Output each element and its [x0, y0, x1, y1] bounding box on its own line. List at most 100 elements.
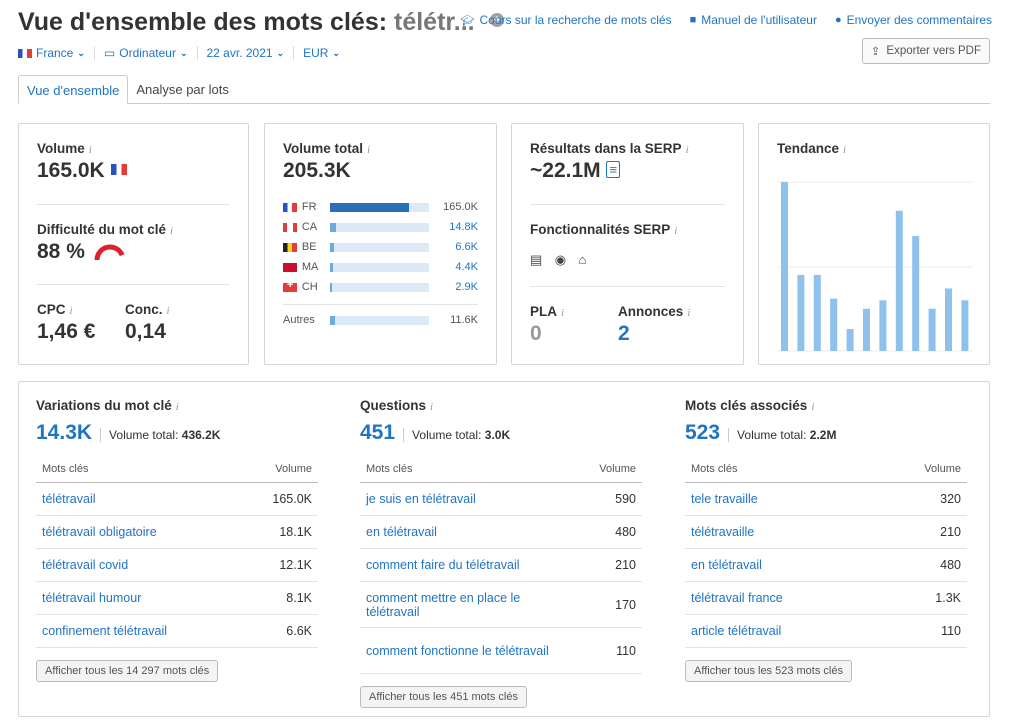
table-body: tele travaille 320 télétravaille 210 en télé… [685, 483, 967, 648]
table-row: télétravail 165.0K [36, 483, 318, 516]
questions-count[interactable]: 451 [360, 421, 396, 444]
info-icon[interactable]: i [166, 305, 170, 317]
serp-results-label: Résultats dans la SERP i [530, 141, 689, 156]
section-variations: Variations du mot clé i 14.3K Volume tota… [36, 398, 326, 682]
show-all-questions-button[interactable]: Afficher tous les 451 mots clés [360, 686, 527, 708]
trend-bar[interactable] [797, 274, 805, 351]
manual-link[interactable]: ■ Manuel de l'utilisateur [690, 13, 817, 27]
country-select[interactable]: France ⌄ [18, 46, 95, 60]
serp-snapshot-icon[interactable]: ≡ [606, 161, 621, 178]
country-volume[interactable]: 14.8K [449, 221, 478, 233]
info-icon[interactable]: i [811, 401, 815, 413]
info-icon[interactable]: i [430, 401, 434, 413]
divider [283, 304, 478, 305]
country-volume[interactable]: 2.9K [455, 281, 478, 293]
trend-bar[interactable] [781, 182, 788, 351]
course-link[interactable]: 🎓︎ Cours sur la recherche de mots clés [461, 13, 672, 27]
conc-value: 0,14 [125, 320, 166, 343]
variations-label: Variations du mot clé i [36, 398, 179, 413]
feedback-link[interactable]: ● Envoyer des commentaires [835, 13, 992, 27]
table-row: télétravail covid 12.1K [36, 549, 318, 582]
ads-value[interactable]: 2 [618, 322, 630, 345]
keyword-link[interactable]: télétravail [42, 492, 96, 506]
country-row: FR 165.0K [283, 197, 478, 217]
variations-total: Volume total: 436.2K [100, 428, 220, 442]
keyword-link[interactable]: en télétravail [691, 558, 762, 572]
volume-label: Volume i [37, 141, 92, 156]
other-countries-row: Autres 11.6K [283, 310, 478, 330]
total-volume-value: 205.3K [283, 159, 351, 182]
trend-bar[interactable] [830, 298, 838, 351]
trend-bar[interactable] [813, 274, 821, 351]
keyword-link[interactable]: en télétravail [366, 525, 437, 539]
keyword-link[interactable]: comment faire du télétravail [366, 558, 520, 572]
keyword-link[interactable]: télétravail obligatoire [42, 525, 157, 539]
other-label: Autres [283, 314, 315, 326]
info-icon[interactable]: i [367, 144, 371, 156]
keyword-link[interactable]: confinement télétravail [42, 624, 168, 638]
graduation-cap-icon: 🎓︎ [460, 14, 475, 27]
keyword-link[interactable]: télétravaille [691, 525, 755, 539]
device-select[interactable]: ▭ Ordinateur ⌄ [95, 46, 198, 60]
info-icon[interactable]: i [69, 305, 73, 317]
info-icon[interactable]: i [561, 307, 565, 319]
table-row: télétravail obligatoire 18.1K [36, 516, 318, 549]
tab-batch-analysis[interactable]: Analyse par lots [136, 82, 229, 97]
trend-bar[interactable] [863, 308, 870, 351]
info-icon[interactable]: i [674, 225, 678, 237]
show-all-variations-button[interactable]: Afficher tous les 14 297 mots clés [36, 660, 219, 682]
keyword-link[interactable]: télétravail humour [42, 591, 142, 605]
related-count[interactable]: 523 [685, 421, 721, 444]
help-links: 🎓︎ Cours sur la recherche de mots clés ■… [461, 13, 992, 27]
trend-bar[interactable] [895, 210, 903, 351]
keyword-link[interactable]: télétravail france [691, 591, 783, 605]
country-volume[interactable]: 4.4K [455, 261, 478, 273]
keyword-link[interactable]: je suis en télétravail [366, 492, 476, 506]
desktop-icon: ▭ [103, 46, 116, 60]
table-row: télétravail france 1.3K [685, 582, 967, 615]
date-select[interactable]: 22 avr. 2021 ⌄ [198, 46, 295, 60]
tab-overview[interactable]: Vue d'ensemble [18, 75, 129, 104]
export-pdf-button[interactable]: ⇪ Exporter vers PDF [861, 38, 990, 64]
variations-count[interactable]: 14.3K [36, 421, 93, 444]
currency-select[interactable]: EUR ⌄ [294, 46, 349, 60]
other-bar [329, 315, 429, 325]
show-all-related-button[interactable]: Afficher tous les 523 mots clés [685, 660, 852, 682]
country-bar-fill [329, 242, 334, 252]
country-volume[interactable]: 6.6K [455, 241, 478, 253]
keyword-volume: 480 [940, 558, 961, 572]
section-related: Mots clés associés i 523 Volume total: 2.… [685, 398, 975, 682]
keyword-link[interactable]: télétravail covid [42, 558, 129, 572]
info-icon[interactable]: i [687, 307, 691, 319]
keyword-volume: 110 [941, 624, 961, 638]
info-icon[interactable]: i [175, 401, 179, 413]
table-header: Mots clés Volume [685, 455, 967, 483]
questions-table: Mots clés Volume je suis en télétravail 59… [360, 455, 642, 674]
info-icon[interactable]: i [843, 144, 847, 156]
keyword-link[interactable]: article télétravail [691, 624, 782, 638]
keyword-link[interactable]: comment mettre en place le télétravail [366, 590, 521, 619]
keyword-link[interactable]: comment fonctionne le télétravail [366, 643, 549, 658]
volume-value: 165.0K [37, 159, 127, 183]
trend-bar[interactable] [846, 329, 854, 351]
trend-bar[interactable] [945, 288, 952, 351]
trend-bar[interactable] [961, 300, 969, 351]
keyword-link[interactable]: tele travaille [691, 492, 758, 506]
questions-summary: 451 Volume total: 3.0K [360, 421, 650, 445]
variations-summary: 14.3K Volume total: 436.2K [36, 421, 326, 445]
difficulty-value: 88 % [37, 240, 173, 264]
trend-bar[interactable] [912, 236, 920, 351]
info-icon[interactable]: i [170, 225, 174, 237]
table-row: article télétravail 110 [685, 615, 967, 648]
pla-value: 0 [530, 322, 542, 345]
info-icon[interactable]: i [88, 144, 92, 156]
ch-flag-icon [283, 279, 297, 292]
country-code: FR [301, 201, 317, 213]
divider [530, 286, 725, 287]
keyword-volume: 165.0K [272, 492, 312, 506]
info-icon[interactable]: i [685, 144, 689, 156]
trend-bar[interactable] [928, 308, 936, 351]
trend-bar[interactable] [879, 300, 887, 351]
country-row: CH 2.9K [283, 277, 478, 297]
add-icon[interactable]: + [489, 13, 504, 28]
